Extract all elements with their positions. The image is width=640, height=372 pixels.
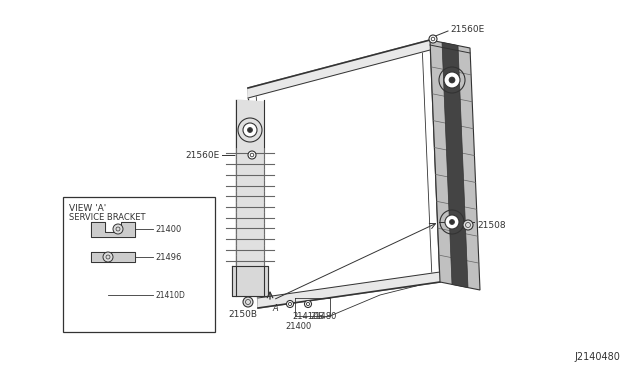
Circle shape — [449, 77, 455, 83]
Polygon shape — [91, 252, 135, 262]
Circle shape — [305, 301, 312, 308]
Bar — [63, 197, 215, 332]
Circle shape — [243, 123, 257, 137]
Text: J2140480: J2140480 — [574, 352, 620, 362]
Polygon shape — [91, 222, 135, 237]
Circle shape — [287, 301, 294, 308]
Circle shape — [113, 224, 123, 234]
Circle shape — [243, 297, 253, 307]
Text: 21496: 21496 — [155, 253, 181, 262]
Polygon shape — [248, 40, 440, 308]
Text: 21480: 21480 — [310, 312, 337, 321]
Polygon shape — [258, 272, 440, 308]
Circle shape — [103, 252, 113, 262]
Polygon shape — [442, 42, 468, 288]
Circle shape — [444, 72, 460, 88]
Text: A: A — [272, 304, 278, 313]
Circle shape — [463, 220, 473, 230]
Text: 21400: 21400 — [155, 224, 181, 234]
Polygon shape — [248, 40, 430, 98]
Polygon shape — [236, 100, 264, 296]
Text: 2150B: 2150B — [228, 310, 257, 319]
Text: 21410D: 21410D — [155, 291, 185, 299]
Circle shape — [429, 35, 437, 43]
Text: SERVICE BRACKET: SERVICE BRACKET — [69, 213, 145, 222]
Text: 21410E: 21410E — [292, 312, 323, 321]
Text: 21508: 21508 — [477, 221, 506, 230]
Circle shape — [98, 290, 108, 300]
Polygon shape — [232, 266, 268, 296]
Circle shape — [445, 215, 459, 229]
Polygon shape — [430, 40, 480, 290]
Circle shape — [248, 128, 253, 132]
Text: 21560E: 21560E — [450, 26, 484, 35]
Circle shape — [449, 219, 454, 224]
Circle shape — [248, 151, 256, 159]
Text: VIEW 'A': VIEW 'A' — [69, 204, 106, 213]
Text: 21560E: 21560E — [186, 151, 220, 160]
Text: 21400: 21400 — [286, 322, 312, 331]
